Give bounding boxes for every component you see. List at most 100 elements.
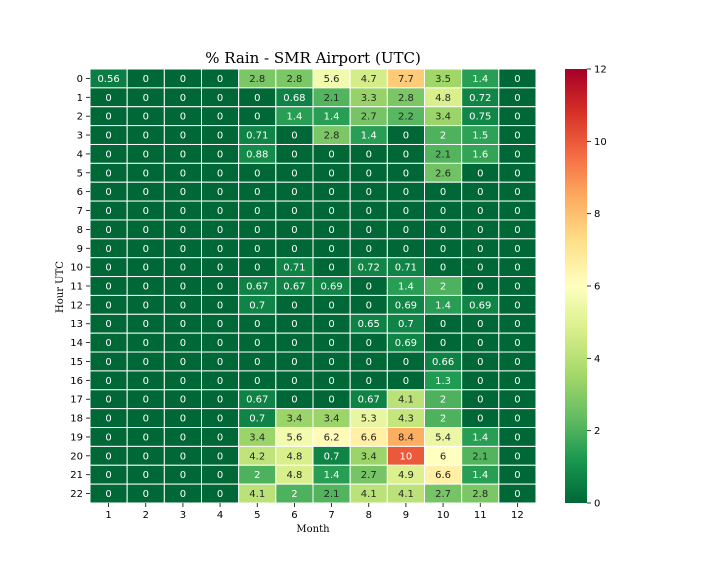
cell-value-label: 0 bbox=[217, 338, 223, 349]
cell-value-label: 4.1 bbox=[398, 489, 414, 500]
y-axis-label: Hour UTC bbox=[55, 261, 66, 313]
y-tick-label: 20 bbox=[70, 451, 83, 462]
y-tick-label: 18 bbox=[70, 414, 83, 425]
cell-value-label: 3.4 bbox=[286, 414, 302, 425]
cell-value-label: 0 bbox=[514, 357, 520, 368]
cell-value-label: 2 bbox=[440, 282, 446, 293]
cell-value-label: 0 bbox=[440, 244, 446, 255]
cell-value-label: 2.8 bbox=[249, 74, 265, 85]
cell-value-label: 0 bbox=[328, 357, 334, 368]
cell-value-label: 0 bbox=[328, 338, 334, 349]
cell-value-label: 3.3 bbox=[361, 93, 377, 104]
cell-value-label: 4.8 bbox=[435, 93, 451, 104]
cell-value-label: 0 bbox=[477, 168, 483, 179]
cell-value-label: 0 bbox=[217, 131, 223, 142]
cell-value-label: 0 bbox=[514, 470, 520, 481]
cell-value-label: 0 bbox=[180, 206, 186, 217]
cell-value-label: 2.8 bbox=[472, 489, 488, 500]
cell-value-label: 2.1 bbox=[324, 489, 340, 500]
cell-value-label: 2.8 bbox=[324, 131, 340, 142]
cell-value-label: 2 bbox=[440, 414, 446, 425]
cell-value-label: 0 bbox=[477, 206, 483, 217]
cell-value-label: 0.7 bbox=[324, 451, 340, 462]
cell-value-label: 0 bbox=[403, 225, 409, 236]
cell-value-label: 0 bbox=[403, 357, 409, 368]
cell-value-label: 0 bbox=[105, 263, 111, 274]
cell-value-label: 0 bbox=[366, 187, 372, 198]
cell-value-label: 0.56 bbox=[97, 74, 119, 85]
cell-value-label: 1.4 bbox=[286, 112, 302, 123]
cell-value-label: 0 bbox=[105, 149, 111, 160]
cell-value-label: 0 bbox=[366, 168, 372, 179]
y-tick-label: 10 bbox=[70, 263, 83, 274]
cell-value-label: 0 bbox=[403, 206, 409, 217]
cell-value-label: 0 bbox=[514, 131, 520, 142]
cell-value-label: 0 bbox=[514, 93, 520, 104]
cell-value-label: 0 bbox=[328, 168, 334, 179]
cell-value-label: 0.7 bbox=[398, 319, 414, 330]
cell-value-label: 0 bbox=[291, 338, 297, 349]
cell-value-label: 0 bbox=[291, 131, 297, 142]
cell-value-label: 0 bbox=[291, 395, 297, 406]
cell-value-label: 0 bbox=[440, 338, 446, 349]
cell-value-label: 0 bbox=[477, 244, 483, 255]
cell-value-label: 0 bbox=[514, 244, 520, 255]
cell-value-label: 2.2 bbox=[398, 112, 414, 123]
cell-value-label: 0 bbox=[105, 451, 111, 462]
cell-value-label: 0 bbox=[514, 74, 520, 85]
x-tick-label: 12 bbox=[511, 510, 524, 521]
x-tick-label: 9 bbox=[403, 510, 409, 521]
colorbar-tick-label: 6 bbox=[594, 282, 600, 293]
cell-value-label: 0 bbox=[143, 263, 149, 274]
cell-value-label: 0 bbox=[105, 168, 111, 179]
cell-value-label: 0 bbox=[477, 187, 483, 198]
cell-value-label: 0 bbox=[217, 470, 223, 481]
cell-value-label: 0 bbox=[105, 432, 111, 443]
cell-value-label: 2 bbox=[254, 470, 260, 481]
cell-value-label: 0 bbox=[328, 319, 334, 330]
cell-value-label: 0 bbox=[105, 414, 111, 425]
y-tick-label: 5 bbox=[77, 168, 83, 179]
cell-value-label: 0 bbox=[143, 225, 149, 236]
cell-value-label: 0 bbox=[440, 319, 446, 330]
cell-value-label: 0 bbox=[217, 149, 223, 160]
cell-value-label: 2.8 bbox=[286, 74, 302, 85]
cell-value-label: 5.6 bbox=[286, 432, 302, 443]
cell-value-label: 0 bbox=[328, 225, 334, 236]
cell-value-label: 0 bbox=[254, 263, 260, 274]
y-tick-label: 1 bbox=[77, 93, 83, 104]
cell-value-label: 0 bbox=[328, 206, 334, 217]
cell-value-label: 0 bbox=[514, 300, 520, 311]
cell-value-label: 0 bbox=[291, 187, 297, 198]
colorbar-ticks: 0 2 4 6 8 10 12 bbox=[587, 65, 607, 510]
cell-value-label: 0 bbox=[105, 225, 111, 236]
cell-value-label: 0 bbox=[328, 300, 334, 311]
cell-value-label: 0 bbox=[180, 470, 186, 481]
cell-value-label: 0 bbox=[105, 319, 111, 330]
cell-value-label: 0 bbox=[143, 432, 149, 443]
cell-value-label: 0.69 bbox=[395, 338, 417, 349]
cell-value-label: 0 bbox=[143, 319, 149, 330]
cell-value-label: 0 bbox=[366, 357, 372, 368]
cell-value-label: 0 bbox=[514, 187, 520, 198]
cell-value-label: 0 bbox=[291, 376, 297, 387]
cell-value-label: 0 bbox=[217, 93, 223, 104]
cell-value-label: 0.7 bbox=[249, 414, 265, 425]
cell-value-label: 0 bbox=[143, 131, 149, 142]
cell-value-label: 0 bbox=[477, 263, 483, 274]
cell-value-label: 0 bbox=[180, 357, 186, 368]
y-tick-label: 0 bbox=[77, 74, 83, 85]
cell-value-label: 0 bbox=[180, 282, 186, 293]
cell-value-label: 0 bbox=[403, 149, 409, 160]
cell-value-label: 0 bbox=[291, 225, 297, 236]
cell-value-label: 4.8 bbox=[286, 451, 302, 462]
cell-value-label: 3.4 bbox=[435, 112, 451, 123]
cell-value-label: 0 bbox=[180, 432, 186, 443]
cell-value-label: 0 bbox=[366, 282, 372, 293]
cell-value-label: 0 bbox=[514, 112, 520, 123]
cell-value-label: 0 bbox=[254, 357, 260, 368]
chart-title: % Rain - SMR Airport (UTC) bbox=[205, 49, 421, 67]
cell-value-label: 0 bbox=[105, 395, 111, 406]
cell-value-label: 0 bbox=[366, 206, 372, 217]
cell-value-label: 0 bbox=[217, 395, 223, 406]
